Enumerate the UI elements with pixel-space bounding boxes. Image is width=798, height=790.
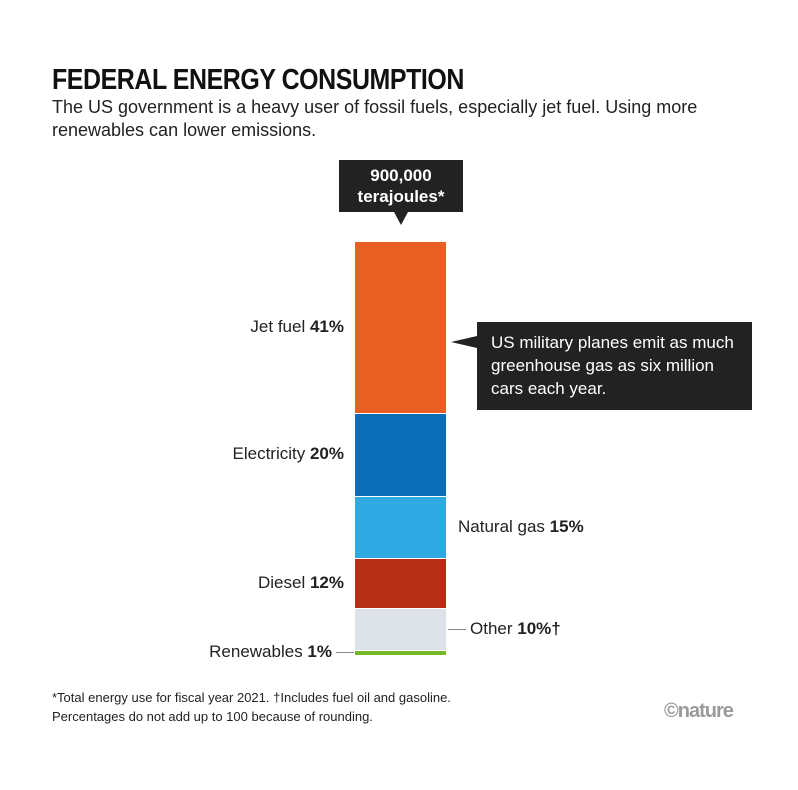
leader-line bbox=[448, 628, 466, 630]
total-unit: terajoules* bbox=[357, 187, 445, 206]
label-value: 15% bbox=[549, 516, 584, 536]
label-value: 41% bbox=[309, 317, 344, 337]
bar-segment-diesel bbox=[355, 558, 446, 610]
bar-segment-electricity bbox=[355, 412, 446, 497]
label-value: 12% bbox=[309, 573, 344, 593]
total-value: 900,000 bbox=[370, 166, 432, 185]
bar-segment-other bbox=[355, 608, 446, 651]
label-name: Natural gas bbox=[458, 516, 550, 536]
label-value: 20% bbox=[309, 444, 344, 464]
bar-segment-renewables bbox=[355, 649, 446, 655]
label-other: Other 10%† bbox=[470, 619, 561, 639]
label-value: 10%† bbox=[517, 618, 561, 638]
label-name: Jet fuel bbox=[250, 317, 310, 337]
bar-segment-natural-gas bbox=[355, 495, 446, 560]
label-name: Renewables bbox=[209, 641, 308, 661]
jet-fuel-callout: US military planes emit as much greenhou… bbox=[451, 322, 752, 410]
label-jet-fuel: Jet fuel 41% bbox=[250, 317, 344, 337]
label-natural-gas: Natural gas 15% bbox=[458, 517, 584, 537]
leader-line bbox=[336, 651, 354, 653]
label-name: Diesel bbox=[258, 573, 310, 593]
label-electricity: Electricity 20% bbox=[233, 444, 345, 464]
footnote-line-1: *Total energy use for fiscal year 2021. … bbox=[52, 690, 451, 705]
nature-logo: ©nature bbox=[664, 700, 734, 722]
footnote: *Total energy use for fiscal year 2021. … bbox=[52, 688, 451, 726]
chart-title: FEDERAL ENERGY CONSUMPTION bbox=[52, 64, 464, 96]
chart-subtitle: The US government is a heavy user of fos… bbox=[52, 97, 698, 140]
label-renewables: Renewables 1% bbox=[209, 642, 332, 662]
footnote-line-2: Percentages do not add up to 100 because… bbox=[52, 709, 373, 724]
label-diesel: Diesel 12% bbox=[258, 573, 344, 593]
total-callout: 900,000 terajoules* bbox=[339, 160, 463, 225]
label-value: 1% bbox=[307, 641, 332, 661]
label-name: Other bbox=[470, 618, 518, 638]
bar-segment-jet-fuel bbox=[355, 242, 446, 413]
label-name: Electricity bbox=[232, 444, 310, 464]
